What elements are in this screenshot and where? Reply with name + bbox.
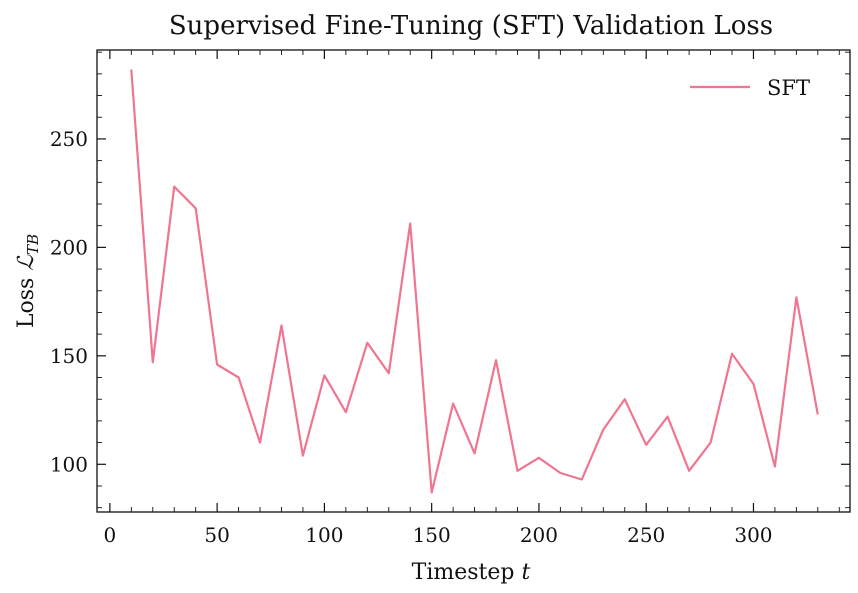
x-axis-label-text: Timestep <box>412 560 522 585</box>
x-tick-label: 100 <box>305 523 343 547</box>
x-tick-label: 300 <box>734 523 772 547</box>
chart-title: Supervised Fine-Tuning (SFT) Validation … <box>169 11 773 41</box>
x-axis: 0 50 100 150 200 250 300 <box>104 50 773 547</box>
y-axis-label: Loss ℒTB <box>14 234 42 328</box>
y-axis-label-var: ℒ <box>14 254 39 271</box>
minor-ticks <box>97 50 850 512</box>
legend-label-sft: SFT <box>767 76 810 100</box>
x-axis-label: Timestep t <box>412 560 531 585</box>
y-tick-label: 150 <box>50 344 88 368</box>
x-tick-label: 50 <box>204 523 229 547</box>
legend: SFT <box>690 76 810 100</box>
series-layer <box>130 69 819 494</box>
y-axis: 100 150 200 250 <box>50 127 850 476</box>
plot-frame <box>96 49 851 513</box>
x-tick-label: 200 <box>520 523 558 547</box>
y-tick-label: 250 <box>50 127 88 151</box>
x-axis-label-var: t <box>521 560 530 585</box>
y-axis-label-sub: TB <box>24 234 42 255</box>
x-tick-label: 250 <box>627 523 665 547</box>
series-line-sft <box>130 69 819 494</box>
y-tick-label: 200 <box>50 235 88 259</box>
y-axis-label-text: Loss <box>14 271 39 328</box>
x-tick-label: 0 <box>104 523 117 547</box>
y-tick-label: 100 <box>50 452 88 476</box>
x-tick-label: 150 <box>413 523 451 547</box>
